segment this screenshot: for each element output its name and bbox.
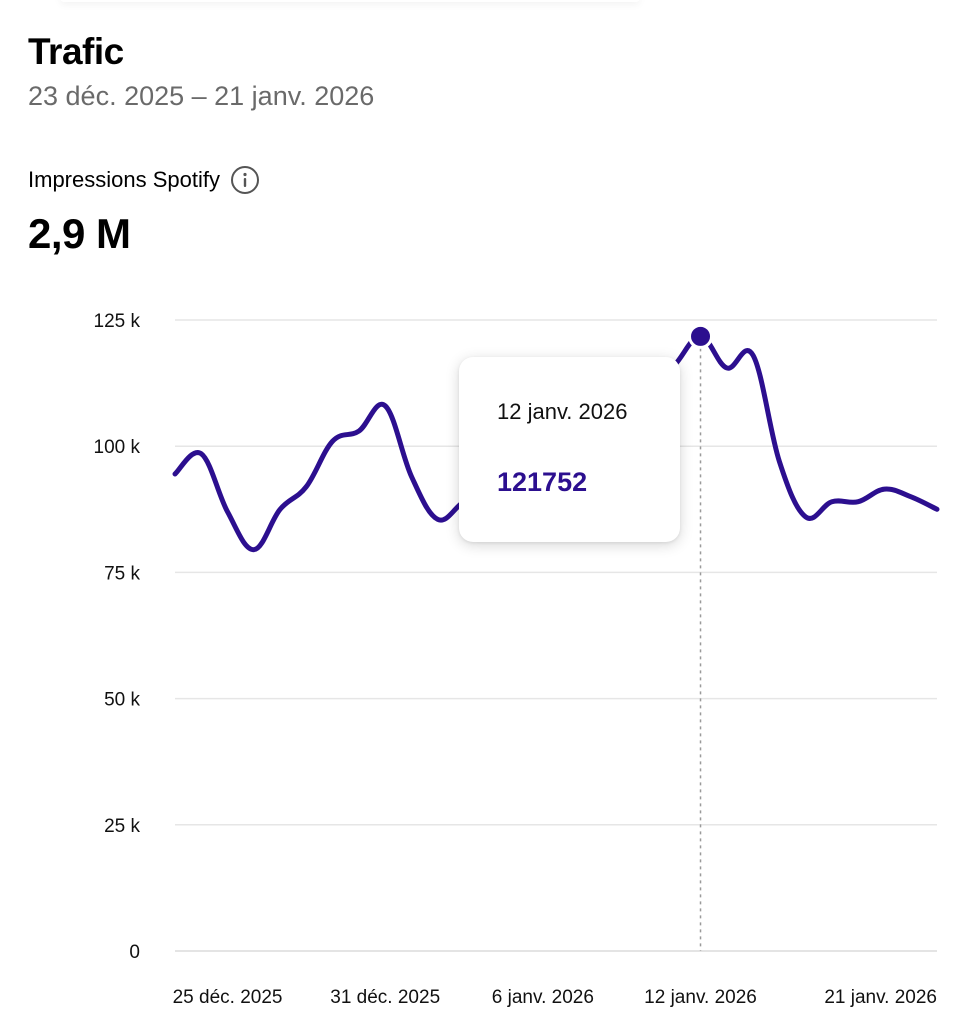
tooltip-value: 121752 bbox=[497, 467, 588, 497]
x-tick-label: 25 déc. 2025 bbox=[173, 987, 283, 1008]
info-icon[interactable] bbox=[230, 165, 260, 195]
x-tick-label: 12 janv. 2026 bbox=[644, 987, 757, 1008]
date-range: 23 déc. 2025 – 21 janv. 2026 bbox=[28, 81, 375, 111]
x-tick-label: 21 janv. 2026 bbox=[824, 987, 937, 1008]
tooltip-date: 12 janv. 2026 bbox=[497, 399, 628, 424]
metric-header: Impressions Spotify bbox=[28, 163, 260, 197]
top-card-edge bbox=[60, 0, 640, 2]
y-axis: 0 25 k 50 k 75 k 100 k 125 k bbox=[94, 311, 141, 963]
metric-label: Impressions Spotify bbox=[28, 167, 220, 192]
y-tick-label: 0 bbox=[129, 942, 140, 963]
y-tick-label: 75 k bbox=[104, 563, 140, 584]
y-tick-label: 25 k bbox=[104, 816, 140, 837]
y-tick-label: 125 k bbox=[94, 311, 141, 332]
y-tick-label: 50 k bbox=[104, 690, 140, 711]
metric-total: 2,9 M bbox=[28, 210, 131, 257]
y-tick-label: 100 k bbox=[94, 437, 141, 458]
page-title: Trafic bbox=[28, 31, 124, 72]
highlight-point[interactable] bbox=[688, 323, 714, 349]
x-tick-label: 6 janv. 2026 bbox=[492, 987, 594, 1008]
chart-tooltip: 12 janv. 2026 121752 bbox=[459, 357, 680, 542]
gridlines bbox=[175, 319, 937, 952]
x-tick-label: 31 déc. 2025 bbox=[330, 987, 440, 1008]
x-axis: 25 déc. 2025 31 déc. 2025 6 janv. 2026 12 j… bbox=[173, 987, 937, 1008]
